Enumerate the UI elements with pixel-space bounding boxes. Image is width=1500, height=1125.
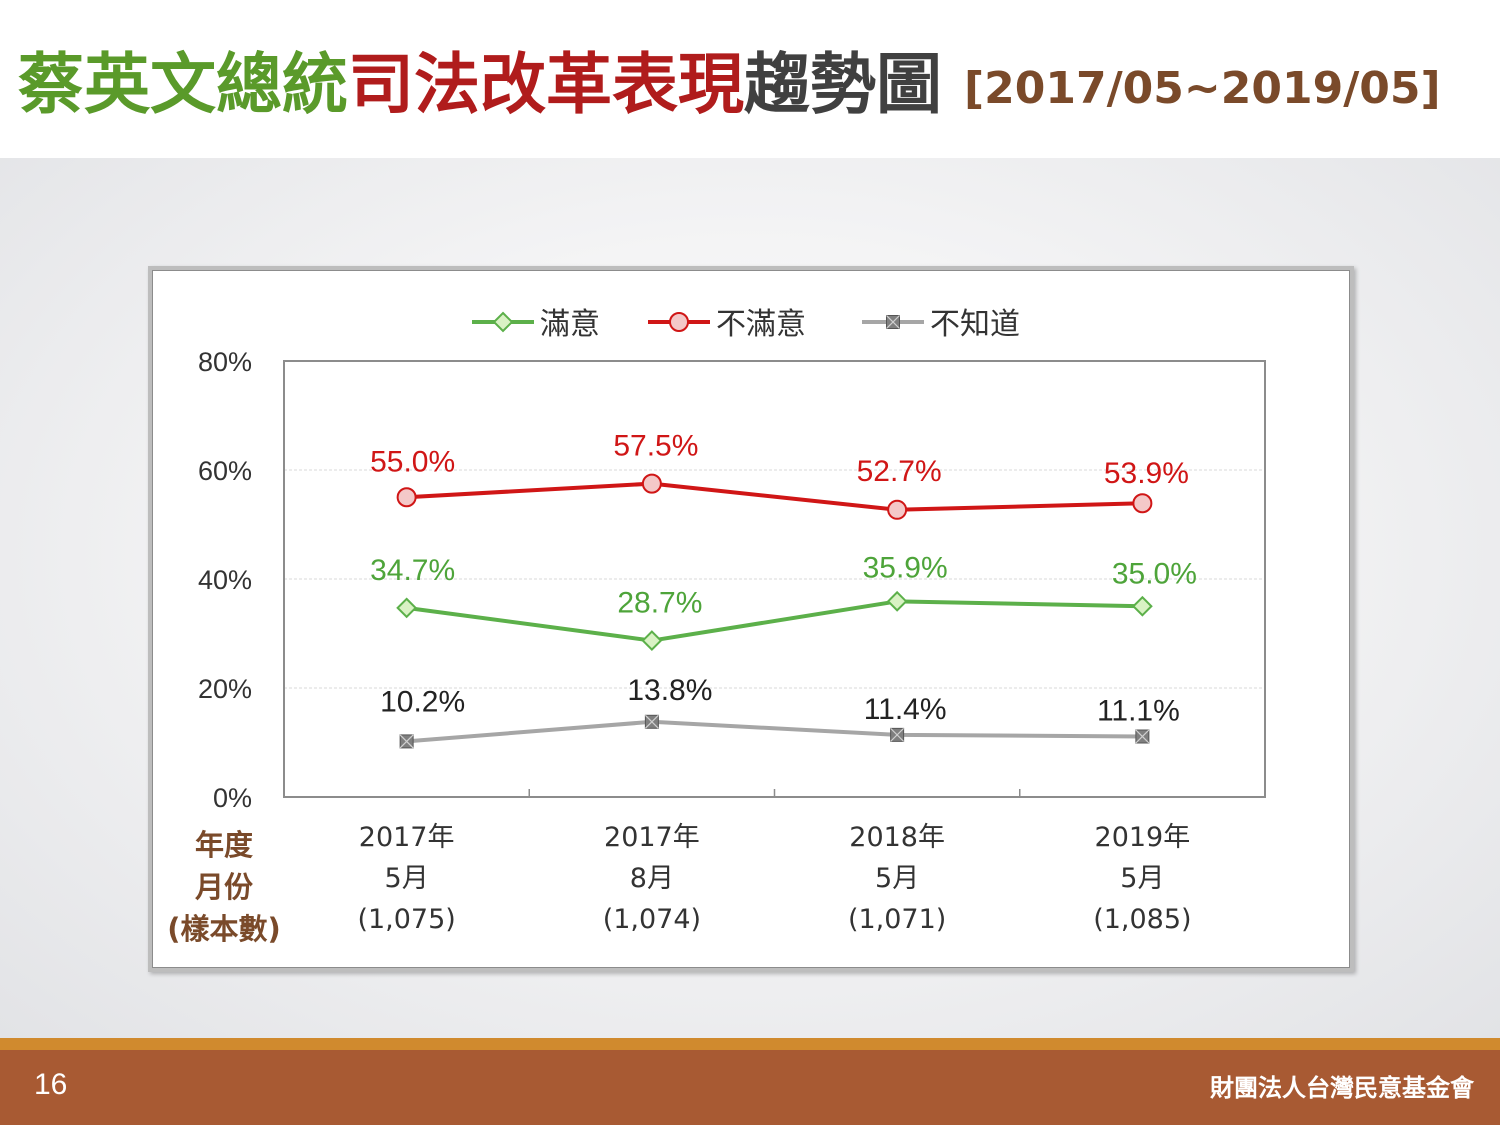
marker-dissatisfied-2 bbox=[887, 499, 908, 520]
legend-label-satisfied: 滿意 bbox=[540, 307, 600, 342]
marker-satisfied-1 bbox=[641, 630, 663, 651]
marker-satisfied-0 bbox=[396, 597, 418, 619]
marker-dissatisfied-1 bbox=[641, 473, 662, 494]
data-label-satisfied-2: 35.9% bbox=[863, 551, 948, 584]
series-line-dissatisfied bbox=[406, 481, 1143, 512]
footer-stripe bbox=[0, 1038, 1500, 1050]
y-tick-label-80: 80% bbox=[198, 347, 252, 377]
title-part-chart: 趨勢圖 bbox=[744, 46, 942, 123]
legend-marker-unknown bbox=[886, 315, 900, 329]
x-category-label-2-1: 5月 bbox=[875, 863, 919, 894]
marker-dissatisfied-0 bbox=[396, 487, 417, 508]
data-label-satisfied-3: 35.0% bbox=[1112, 557, 1197, 590]
y-tick-label-60: 60% bbox=[198, 456, 252, 486]
data-label-dissatisfied-3: 53.9% bbox=[1104, 457, 1189, 490]
series-line-unknown bbox=[406, 719, 1143, 744]
chart-frame bbox=[148, 266, 1354, 972]
marker-satisfied-2 bbox=[886, 590, 908, 612]
y-tick-label-0: 0% bbox=[213, 783, 252, 813]
page-number: 16 bbox=[34, 1068, 68, 1101]
data-label-unknown-2: 11.4% bbox=[864, 693, 947, 726]
title-part-president: 蔡英文總統 bbox=[18, 46, 348, 123]
y-tick-label-20: 20% bbox=[198, 674, 252, 704]
x-category-label-3-1: 5月 bbox=[1120, 863, 1164, 894]
x-category-label-1-0: 2017年 bbox=[604, 822, 700, 853]
x-category-label-1-1: 8月 bbox=[630, 863, 674, 894]
x-category-label-0-0: 2017年 bbox=[359, 822, 455, 853]
slide-footer bbox=[0, 1050, 1500, 1125]
data-label-satisfied-1: 28.7% bbox=[617, 587, 702, 620]
title-date-range: [2017/05~2019/05] bbox=[964, 63, 1441, 114]
legend-marker-satisfied bbox=[492, 311, 514, 333]
marker-unknown-3 bbox=[1135, 729, 1150, 744]
x-axis-title-2: (樣本數) bbox=[167, 912, 281, 946]
y-tick-label-40: 40% bbox=[198, 565, 252, 595]
slide-title: 蔡英文總統司法改革表現趨勢圖 [2017/05~2019/05] bbox=[18, 40, 1441, 134]
data-label-unknown-0: 10.2% bbox=[380, 685, 465, 718]
slide-header: 蔡英文總統司法改革表現趨勢圖 [2017/05~2019/05] bbox=[0, 0, 1500, 158]
marker-satisfied-3 bbox=[1131, 595, 1153, 617]
x-category-label-3-0: 2019年 bbox=[1095, 822, 1191, 853]
x-axis-title-1: 月份 bbox=[194, 870, 253, 904]
legend-label-unknown: 不知道 bbox=[930, 307, 1020, 342]
marker-unknown-0 bbox=[399, 734, 414, 749]
title-part-topic: 司法改革表現 bbox=[348, 46, 744, 123]
data-label-dissatisfied-1: 57.5% bbox=[613, 430, 698, 463]
data-label-unknown-3: 11.1% bbox=[1097, 695, 1180, 728]
data-label-dissatisfied-2: 52.7% bbox=[857, 455, 942, 488]
data-label-satisfied-0: 34.7% bbox=[370, 554, 455, 587]
x-category-label-2-2: (1,071) bbox=[848, 904, 946, 935]
marker-unknown-2 bbox=[890, 727, 905, 742]
x-category-label-0-1: 5月 bbox=[385, 863, 429, 894]
x-category-label-2-0: 2018年 bbox=[849, 822, 945, 853]
marker-unknown-1 bbox=[644, 714, 659, 729]
x-category-label-1-2: (1,074) bbox=[603, 904, 701, 935]
x-axis-title-0: 年度 bbox=[195, 828, 253, 862]
series-line-satisfied bbox=[406, 599, 1143, 643]
x-category-label-0-2: (1,075) bbox=[357, 904, 455, 935]
data-label-unknown-1: 13.8% bbox=[627, 674, 712, 707]
data-label-dissatisfied-0: 55.0% bbox=[370, 445, 455, 478]
legend-label-dissatisfied: 不滿意 bbox=[716, 307, 806, 342]
organization-name: 財團法人台灣民意基金會 bbox=[1210, 1074, 1474, 1102]
legend-marker-dissatisfied bbox=[669, 312, 689, 332]
x-category-label-3-2: (1,085) bbox=[1093, 904, 1191, 935]
marker-dissatisfied-3 bbox=[1132, 493, 1153, 514]
